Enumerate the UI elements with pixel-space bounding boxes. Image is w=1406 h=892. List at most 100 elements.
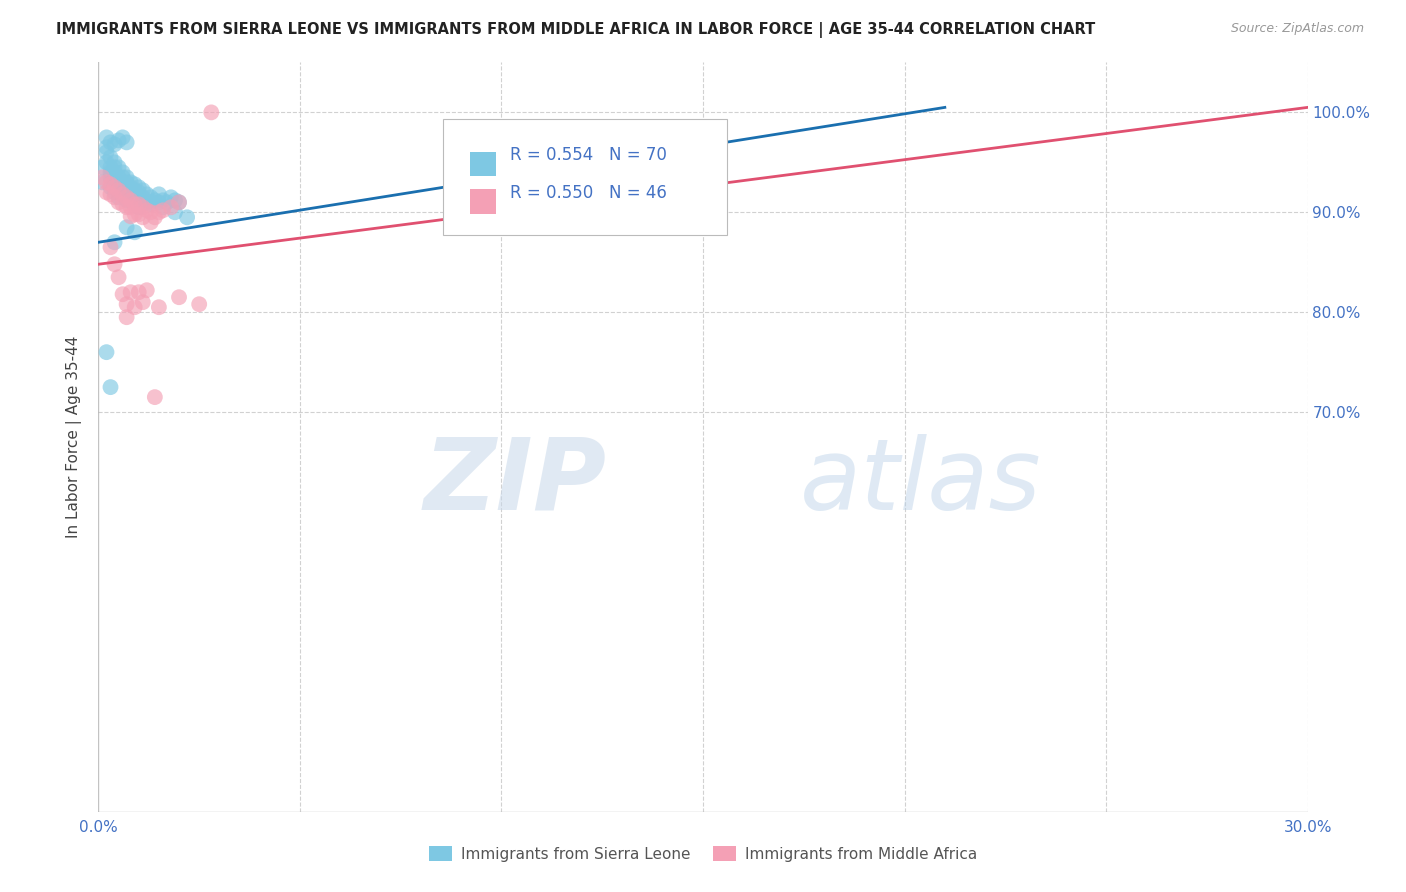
Point: [100, 187, 122, 202]
Point: [103, 137, 125, 152]
Point: [120, 175, 142, 189]
FancyBboxPatch shape: [443, 119, 727, 235]
Point: [167, 195, 190, 210]
Point: [148, 205, 170, 219]
Text: atlas: atlas: [800, 434, 1042, 531]
Text: Source: ZipAtlas.com: Source: ZipAtlas.com: [1230, 22, 1364, 36]
Point: [148, 187, 170, 202]
Point: [100, 161, 122, 175]
Point: [91, 161, 114, 175]
Point: [139, 197, 162, 211]
Point: [107, 180, 129, 194]
Point: [139, 195, 162, 210]
Point: [107, 270, 129, 285]
Point: [120, 285, 142, 300]
Point: [111, 165, 134, 179]
Bar: [470, 152, 496, 177]
Point: [96, 345, 118, 359]
Point: [107, 195, 129, 210]
Point: [107, 190, 129, 204]
Point: [96, 145, 118, 160]
Point: [107, 175, 129, 189]
Point: [135, 195, 157, 210]
Point: [124, 178, 146, 192]
Point: [91, 170, 114, 185]
Point: [103, 175, 125, 189]
Point: [100, 136, 122, 150]
Point: [176, 211, 198, 225]
Point: [143, 390, 166, 404]
Point: [115, 180, 138, 194]
Text: R = 0.554   N = 70: R = 0.554 N = 70: [509, 146, 666, 164]
Point: [143, 194, 166, 208]
Legend: Immigrants from Sierra Leone, Immigrants from Middle Africa: Immigrants from Sierra Leone, Immigrants…: [422, 839, 984, 868]
Text: IMMIGRANTS FROM SIERRA LEONE VS IMMIGRANTS FROM MIDDLE AFRICA IN LABOR FORCE | A: IMMIGRANTS FROM SIERRA LEONE VS IMMIGRAN…: [56, 22, 1095, 38]
Point: [132, 200, 155, 214]
Point: [103, 170, 125, 185]
Point: [139, 190, 162, 204]
Point: [120, 200, 142, 214]
Y-axis label: In Labor Force | Age 35-44: In Labor Force | Age 35-44: [66, 336, 83, 538]
Point: [135, 283, 157, 297]
Point: [115, 297, 138, 311]
Point: [100, 178, 122, 192]
Point: [96, 155, 118, 169]
Point: [103, 257, 125, 271]
Text: ZIP: ZIP: [423, 434, 606, 531]
Point: [128, 197, 150, 211]
Point: [124, 183, 146, 197]
Point: [167, 195, 190, 210]
Point: [135, 203, 157, 218]
Point: [188, 297, 211, 311]
Point: [124, 190, 146, 204]
Point: [152, 203, 174, 218]
Point: [128, 180, 150, 194]
Point: [115, 175, 138, 189]
Point: [115, 186, 138, 200]
Point: [100, 380, 122, 394]
Point: [103, 165, 125, 179]
Point: [115, 310, 138, 325]
Point: [156, 195, 179, 210]
Point: [96, 130, 118, 145]
Point: [152, 200, 174, 214]
Point: [152, 194, 174, 208]
Point: [100, 165, 122, 179]
Point: [148, 195, 170, 210]
Point: [128, 207, 150, 221]
Point: [124, 225, 146, 239]
Point: [124, 207, 146, 221]
Point: [91, 175, 114, 189]
Point: [120, 194, 142, 208]
Point: [132, 190, 155, 204]
Point: [115, 136, 138, 150]
Point: [128, 200, 150, 214]
Point: [107, 161, 129, 175]
Point: [96, 140, 118, 154]
Bar: [470, 189, 496, 214]
Point: [115, 190, 138, 204]
Point: [107, 183, 129, 197]
Point: [107, 170, 129, 185]
Point: [124, 197, 146, 211]
Point: [200, 105, 222, 120]
Point: [135, 187, 157, 202]
Point: [96, 175, 118, 189]
Point: [115, 170, 138, 185]
Point: [100, 180, 122, 194]
Point: [120, 209, 142, 223]
Point: [143, 211, 166, 225]
Point: [115, 194, 138, 208]
Point: [128, 194, 150, 208]
Point: [115, 200, 138, 214]
Point: [132, 211, 155, 225]
Point: [103, 180, 125, 194]
Point: [167, 290, 190, 304]
Point: [103, 155, 125, 169]
Point: [100, 170, 122, 185]
Point: [160, 190, 183, 204]
Point: [111, 187, 134, 202]
Point: [111, 197, 134, 211]
Point: [115, 220, 138, 235]
Text: R = 0.550   N = 46: R = 0.550 N = 46: [509, 184, 666, 202]
